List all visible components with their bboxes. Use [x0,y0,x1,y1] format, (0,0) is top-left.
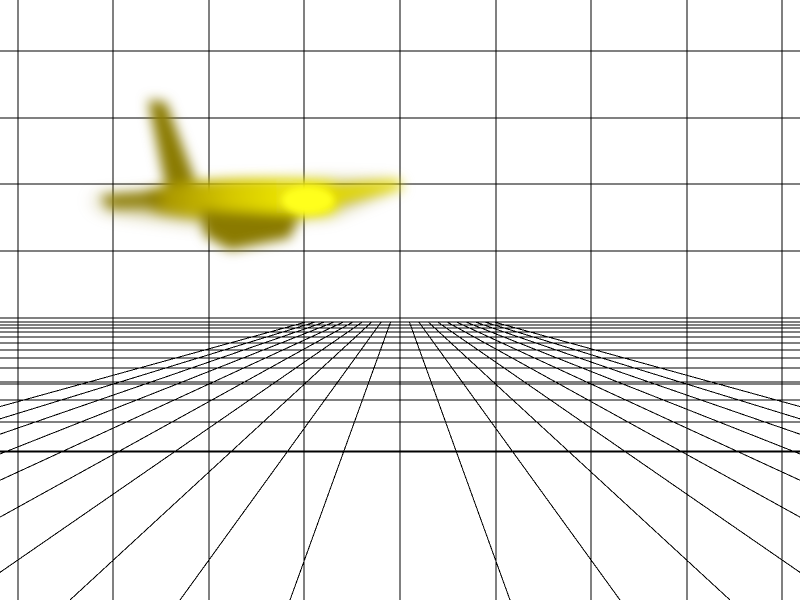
floor-grid-depth-line [493,321,800,408]
airplane-nose-highlight [282,186,334,214]
floor-grid-depth-line [0,321,325,435]
floor-grid-depth-line [0,321,307,408]
floor-grid-depth-line [408,321,511,600]
floor-grid-depth-line [69,321,373,600]
floor-grid [0,321,800,600]
floor-grid-depth-line [418,321,621,600]
floor-grid-depth-line [0,321,344,481]
floor-grid-depth-line [465,321,800,455]
airplane-blurred [90,100,404,250]
floor-grid-depth-line [484,321,800,420]
floor-grid-depth-line [427,321,731,600]
floor-grid-depth-line [0,321,335,455]
floor-grid-depth-line [289,321,392,600]
floor-grid-depth-line [456,321,800,481]
floor-grid-depth-line [475,321,800,435]
airplane-body [100,100,404,250]
floor-grid-depth-line [0,321,316,420]
floor-grid-depth-line [446,321,800,518]
floor-grid-depth-line [0,321,354,518]
floor-grid-depth-line [179,321,382,600]
